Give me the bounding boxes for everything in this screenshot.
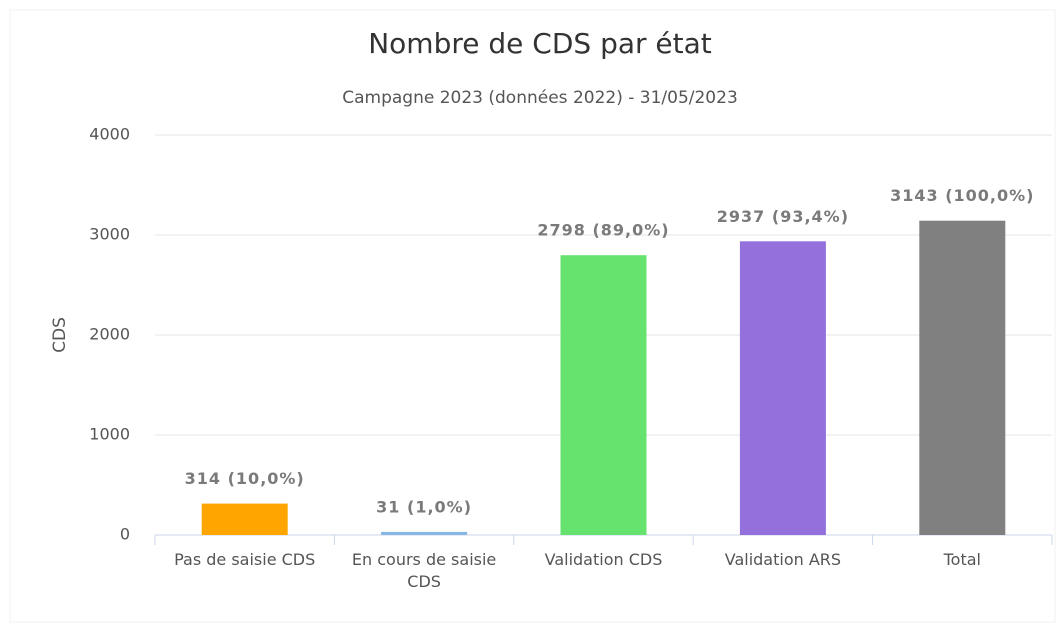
- bar: [560, 255, 647, 535]
- bar: [381, 531, 468, 535]
- x-tick-label: En cours de saisie CDS: [351, 550, 497, 591]
- y-tick-label: 4000: [89, 125, 130, 144]
- y-tick-label: 3000: [89, 225, 130, 244]
- x-tick-label: Validation CDS: [544, 550, 663, 569]
- bar: [919, 220, 1006, 535]
- x-tick-label: Pas de saisie CDS: [174, 550, 316, 569]
- y-tick-label: 1000: [89, 425, 130, 444]
- y-tick-label: 0: [120, 525, 130, 544]
- data-label: 2798 (89,0%): [537, 221, 669, 240]
- y-axis-title: CDS: [50, 317, 70, 353]
- x-tick-label: Total: [943, 550, 981, 569]
- data-label: 2937 (93,4%): [717, 207, 849, 226]
- data-label: 314 (10,0%): [185, 469, 305, 488]
- x-tick-label: Validation ARS: [724, 550, 842, 569]
- bar: [739, 241, 826, 536]
- bar: [201, 503, 288, 535]
- chart-background: [9, 9, 1056, 623]
- data-label: 31 (1,0%): [376, 497, 472, 516]
- chart-subtitle: Campagne 2023 (données 2022) - 31/05/202…: [342, 88, 738, 108]
- y-tick-label: 2000: [89, 325, 130, 344]
- data-label: 3143 (100,0%): [890, 186, 1034, 205]
- chart-title: Nombre de CDS par état: [368, 27, 712, 60]
